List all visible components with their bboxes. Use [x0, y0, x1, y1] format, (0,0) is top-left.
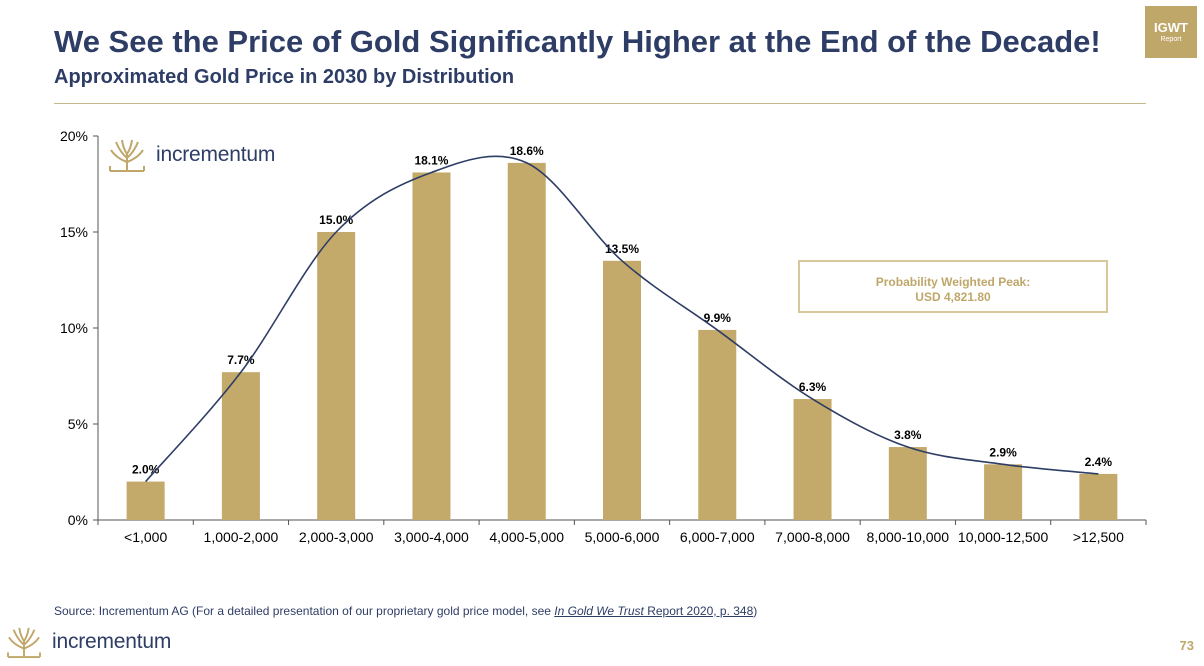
y-tick-label: 0% — [68, 512, 88, 528]
y-tick-label: 5% — [68, 416, 88, 432]
tree-logo-icon — [109, 139, 145, 172]
x-tick-label: 3,000-4,000 — [394, 529, 469, 545]
data-label: 6.3% — [799, 380, 827, 394]
x-tick-label: <1,000 — [124, 529, 167, 545]
footer-logo: incrementum — [6, 626, 171, 658]
peak-value: USD 4,821.80 — [915, 290, 991, 304]
igwt-badge: IGWT Report — [1145, 6, 1197, 58]
x-tick-label: 8,000-10,000 — [867, 529, 950, 545]
report-link-rest[interactable]: Report 2020, p. 348 — [643, 604, 754, 618]
data-label: 7.7% — [227, 353, 255, 367]
bar — [221, 372, 260, 520]
x-tick-label: 1,000-2,000 — [204, 529, 279, 545]
page-number: 73 — [1179, 638, 1194, 653]
footer-logo-text: incrementum — [52, 630, 172, 653]
badge-subtitle: Report — [1160, 36, 1182, 43]
x-tick-label: 7,000-8,000 — [775, 529, 850, 545]
x-tick-label: 4,000-5,000 — [489, 529, 564, 545]
bar — [317, 232, 356, 520]
bar — [984, 464, 1023, 520]
bar — [698, 329, 737, 520]
tree-logo-icon — [7, 627, 41, 658]
bar — [507, 162, 546, 520]
y-tick-label: 15% — [60, 224, 88, 240]
distribution-chart: 0%5%10%15%20%2.0%<1,0007.7%1,000-2,00015… — [60, 128, 1147, 545]
badge-title: IGWT — [1154, 20, 1188, 35]
data-label: 2.9% — [989, 445, 1017, 459]
report-link-title[interactable]: In Gold We Trust — [554, 604, 644, 618]
data-label: 18.6% — [510, 144, 544, 158]
peak-label: Probability Weighted Peak: — [875, 275, 1031, 289]
x-tick-label: 2,000-3,000 — [299, 529, 374, 545]
chart-logo: incrementum — [108, 138, 275, 172]
y-tick-label: 10% — [60, 320, 88, 336]
x-tick-label: 10,000-12,500 — [958, 529, 1049, 545]
chart-logo-text: incrementum — [156, 143, 276, 166]
x-tick-label: 5,000-6,000 — [585, 529, 660, 545]
source-suffix: ) — [753, 604, 758, 618]
distribution-curve — [145, 155, 1099, 483]
source-note: Source: Incrementum AG (For a detailed p… — [54, 604, 757, 618]
page-subtitle: Approximated Gold Price in 2030 by Distr… — [54, 66, 515, 88]
source-prefix: Source: Incrementum AG (For a detailed p… — [54, 604, 555, 618]
y-tick-label: 20% — [60, 128, 88, 144]
data-label: 3.8% — [894, 428, 922, 442]
data-label: 9.9% — [704, 311, 732, 325]
bar — [412, 172, 451, 521]
bar — [888, 447, 927, 520]
bar — [603, 260, 641, 520]
x-tick-label: >12,500 — [1073, 529, 1124, 545]
peak-annotation: Probability Weighted Peak: USD 4,821.80 — [798, 260, 1108, 313]
page-title: We See the Price of Gold Significantly H… — [54, 24, 1101, 59]
x-tick-label: 6,000-7,000 — [680, 529, 755, 545]
data-label: 18.1% — [414, 153, 448, 167]
title-divider — [54, 103, 1146, 104]
bar — [1079, 473, 1118, 520]
bar — [126, 481, 165, 520]
data-label: 2.4% — [1085, 455, 1113, 469]
bar — [793, 399, 832, 520]
